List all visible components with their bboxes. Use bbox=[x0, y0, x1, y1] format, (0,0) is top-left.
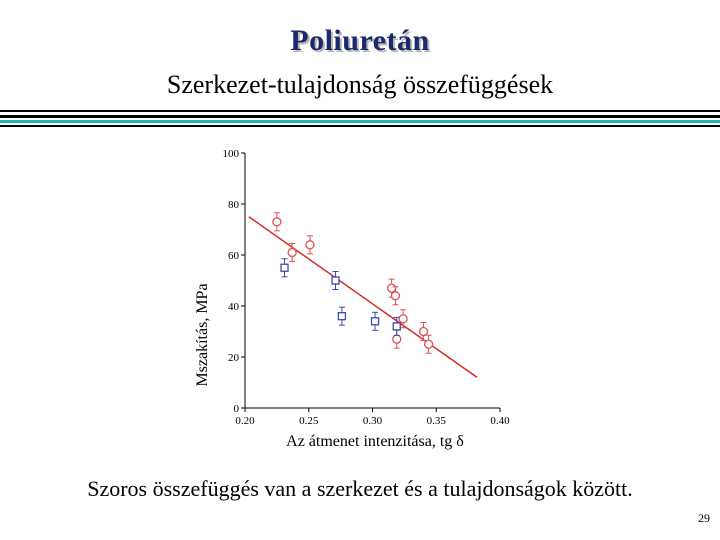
y-tick-label: 60 bbox=[228, 250, 240, 262]
data-point-circle bbox=[390, 291, 401, 301]
x-tick-label: 0.35 bbox=[427, 415, 447, 427]
x-axis-label: Az átmenet intenzitása, tg δ bbox=[286, 433, 464, 450]
y-tick-label: 100 bbox=[223, 148, 240, 160]
slide-caption: Szoros összefüggés van a szerkezet és a … bbox=[87, 476, 633, 501]
data-point-square bbox=[392, 322, 401, 331]
slide-title: Poliuretán bbox=[290, 24, 430, 57]
trend-line bbox=[248, 216, 478, 379]
data-point-square bbox=[370, 317, 380, 326]
data-point-square bbox=[337, 312, 347, 321]
data-points bbox=[272, 212, 434, 354]
data-point-circle bbox=[423, 339, 434, 349]
data-point-circle bbox=[418, 326, 429, 337]
scatter-chart: 0 20 40 60 80 100 0.20 0.25 0.30 0.35 0.40 Az átme… bbox=[194, 148, 511, 450]
data-point-circle bbox=[287, 247, 297, 258]
x-tick-label: 0.25 bbox=[299, 415, 319, 427]
data-point-circle bbox=[272, 217, 282, 227]
data-point-circle bbox=[398, 314, 408, 324]
page-number: 29 bbox=[698, 511, 710, 525]
data-point-square bbox=[331, 276, 340, 285]
y-tick-label: 40 bbox=[228, 301, 240, 313]
y-tick-label: 80 bbox=[228, 199, 240, 211]
trend-line-group bbox=[248, 216, 478, 379]
data-point-circle bbox=[392, 334, 402, 344]
y-axis-label: Mszakítás, MPa bbox=[194, 283, 211, 386]
chart-axes: 0 20 40 60 80 100 0.20 0.25 0.30 0.35 0.40 bbox=[223, 148, 511, 427]
data-point-circle bbox=[386, 283, 397, 293]
data-point-square bbox=[280, 263, 289, 272]
x-tick-label: 0.40 bbox=[490, 415, 510, 427]
x-tick-label: 0.30 bbox=[363, 415, 383, 427]
y-tick-label: 0 bbox=[234, 403, 240, 415]
data-point-circle bbox=[305, 240, 315, 250]
slide-subtitle: Szerkezet-tulajdonság összefüggések bbox=[166, 70, 554, 99]
title-divider bbox=[0, 110, 720, 127]
y-tick-label: 20 bbox=[228, 352, 240, 364]
x-tick-label: 0.20 bbox=[235, 415, 255, 427]
